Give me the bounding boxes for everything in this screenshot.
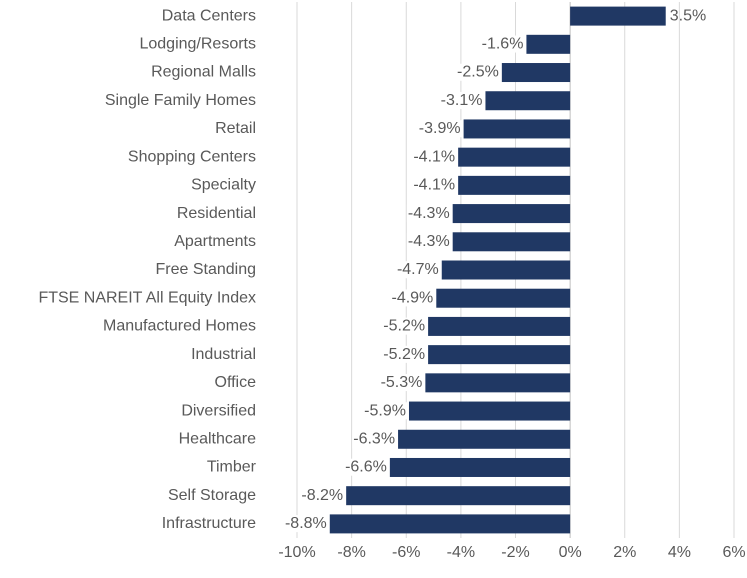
y-tick-label: Free Standing [155,261,256,278]
data-label-bg [412,176,457,194]
data-label-bg [406,233,451,251]
x-tick-label: -4% [447,544,475,561]
bar [346,486,571,506]
y-tick-label: Healthcare [179,430,256,447]
x-tick-label: 0% [559,544,582,561]
x-tick-label: 2% [613,544,636,561]
y-tick-label: Manufactured Homes [103,318,256,335]
y-tick-label: Self Storage [168,487,256,504]
x-tick-label: -8% [337,544,365,561]
data-label-bg [395,261,440,279]
bar [501,63,571,83]
data-label-bg [352,430,397,448]
bar [389,457,571,477]
bar [452,232,571,252]
data-label: -8.8% [285,515,327,532]
y-tick-label: Residential [177,205,256,222]
data-label-bg [417,120,462,138]
data-label-bg [382,345,427,363]
data-label: -4.1% [413,148,455,165]
y-tick-label: Retail [215,120,256,137]
data-label: -4.3% [408,205,450,222]
bar [463,119,571,139]
data-label-bg [390,289,435,307]
data-label: -5.2% [383,346,425,363]
y-tick-label: Regional Malls [151,64,256,81]
data-label: -4.7% [397,261,439,278]
x-tick-label: -6% [392,544,420,561]
y-tick-label: Lodging/Resorts [139,36,256,53]
bar [452,204,571,224]
y-tick-label: FTSE NAREIT All Equity Index [38,289,256,306]
data-label: -5.3% [381,374,423,391]
data-label: -3.9% [419,120,461,137]
data-label: -2.5% [457,64,499,81]
data-label: -4.1% [413,177,455,194]
data-label-bg [363,402,407,420]
data-label-bg [412,148,457,166]
y-tick-label: Office [215,374,257,391]
y-tick-label: Shopping Centers [128,148,256,165]
data-label-bg [300,486,345,504]
data-label-bg [382,317,427,335]
data-label: -5.9% [364,402,406,419]
data-label: -6.6% [345,459,387,476]
data-label-bg [480,35,525,53]
data-label-bg [283,515,328,533]
data-label: -1.6% [482,36,524,53]
data-label: -6.3% [353,430,395,447]
x-tick-label: -2% [501,544,529,561]
data-label: -5.2% [383,318,425,335]
data-label-bg [439,91,484,109]
data-label-bg [456,63,500,81]
data-label-bg [344,458,388,476]
bar [398,429,571,449]
bar [408,401,571,421]
y-tick-label: Data Centers [162,7,256,24]
data-label: 3.5% [670,7,706,24]
y-tick-label: Diversified [181,402,256,419]
data-label-bg [406,204,451,222]
bar [570,6,666,26]
x-tick-label: 6% [722,544,745,561]
bar [428,316,571,336]
bar [485,91,571,111]
bar [458,175,571,195]
y-tick-label: Infrastructure [162,515,256,532]
y-tick-label: Apartments [174,233,256,250]
bar [425,373,571,393]
data-label: -4.9% [391,289,433,306]
data-label-bg [379,374,424,392]
x-tick-label: -10% [278,544,315,561]
bar [458,147,571,167]
y-tick-label: Industrial [191,346,256,363]
bar [329,514,571,534]
y-tick-label: Timber [207,459,257,476]
data-label: -8.2% [301,487,343,504]
y-tick-label: Specialty [191,177,256,194]
x-tick-label: 4% [668,544,691,561]
data-label: -4.3% [408,233,450,250]
bar [441,260,571,280]
bar [436,288,571,308]
bar [428,345,571,365]
y-tick-label: Single Family Homes [105,92,256,109]
bar [526,34,571,54]
data-label: -3.1% [441,92,483,109]
